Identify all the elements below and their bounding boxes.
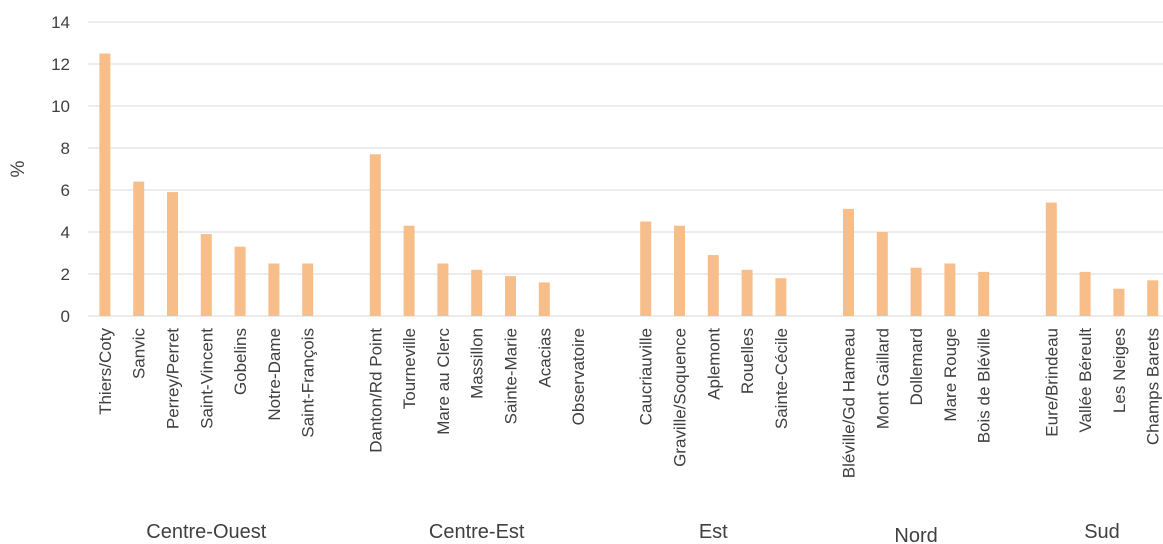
bar [1113, 288, 1125, 316]
bar [302, 263, 314, 316]
category-label: Graville/Soquence [671, 328, 690, 467]
bar [403, 225, 415, 316]
category-labels: Thiers/Coty Sanvic Perrey/Perret Saint-Vinc… [96, 328, 1163, 479]
bar [437, 263, 449, 316]
category-label: Mare au Clerc [434, 328, 453, 435]
bar [234, 246, 246, 316]
bar [876, 232, 888, 316]
bar [1045, 202, 1057, 316]
category-label: Tourneville [400, 328, 419, 409]
bar [978, 271, 990, 316]
category-label: Aplemont [704, 328, 723, 400]
bar [707, 255, 719, 316]
category-label: Perrey/Perret [164, 328, 183, 429]
category-label: Acacias [535, 328, 554, 388]
bar [775, 278, 787, 316]
bar [505, 276, 516, 316]
bar [99, 53, 111, 316]
category-label: Les Neiges [1110, 328, 1129, 413]
category-label: Notre-Dame [265, 328, 284, 421]
category-label: Champs Barets [1144, 328, 1163, 445]
group-labels: Centre-Ouest Centre-Est Est Nord Sud [146, 521, 1120, 544]
y-tick-label: 0 [61, 307, 70, 326]
y-tick-label: 10 [51, 97, 70, 116]
bar [167, 192, 178, 316]
category-label: Saint-Vincent [197, 328, 216, 429]
y-tick-label: 4 [61, 223, 70, 242]
category-label: Thiers/Coty [96, 328, 115, 415]
group-label: Sud [1084, 521, 1120, 543]
bar [910, 267, 922, 316]
bar [741, 269, 753, 316]
y-tick-label: 6 [61, 181, 70, 200]
bar [538, 282, 550, 316]
category-label: Bléville/Gd Hameau [840, 328, 859, 478]
category-label: Massillon [468, 328, 487, 399]
group-label: Centre-Ouest [146, 521, 266, 543]
category-label: Dollemard [907, 328, 926, 405]
category-label: Vallée Béreult [1076, 328, 1095, 433]
category-label: Danton/Rd Point [366, 328, 385, 453]
bar [1079, 271, 1091, 316]
group-label: Est [699, 521, 728, 543]
y-axis-ticks: 0 2 4 6 8 10 12 14 [51, 13, 70, 326]
group-label: Centre-Est [429, 521, 525, 543]
category-label: Bois de Bléville [975, 328, 994, 443]
y-tick-label: 2 [61, 265, 70, 284]
bar [843, 208, 854, 316]
y-tick-label: 14 [51, 13, 70, 32]
category-label: Observatoire [569, 328, 588, 425]
y-tick-label: 12 [51, 55, 70, 74]
bar [640, 221, 652, 316]
category-label: Sanvic [130, 328, 149, 380]
category-label: Eure/Brindeau [1042, 328, 1061, 437]
bar [674, 225, 685, 316]
bar [200, 234, 212, 316]
category-label: Gobelins [231, 328, 250, 395]
category-label: Sainte-Cécile [772, 328, 791, 429]
category-label: Mare Rouge [941, 328, 960, 422]
category-label: Sainte-Marie [502, 328, 521, 424]
category-label: Mont Gaillard [873, 328, 892, 429]
group-label: Nord [894, 525, 937, 544]
category-label: Rouelles [738, 328, 757, 394]
bar [369, 154, 381, 316]
y-axis-label: % [8, 160, 29, 177]
category-label: Caucriauville [637, 328, 656, 425]
y-tick-label: 8 [61, 139, 70, 158]
category-label: Saint-François [299, 328, 318, 438]
gridlines [88, 21, 1163, 317]
bar [133, 181, 145, 316]
bar [1147, 280, 1159, 316]
bar [944, 263, 956, 316]
bars [99, 53, 1159, 316]
bar [268, 263, 280, 316]
bar [471, 269, 483, 316]
